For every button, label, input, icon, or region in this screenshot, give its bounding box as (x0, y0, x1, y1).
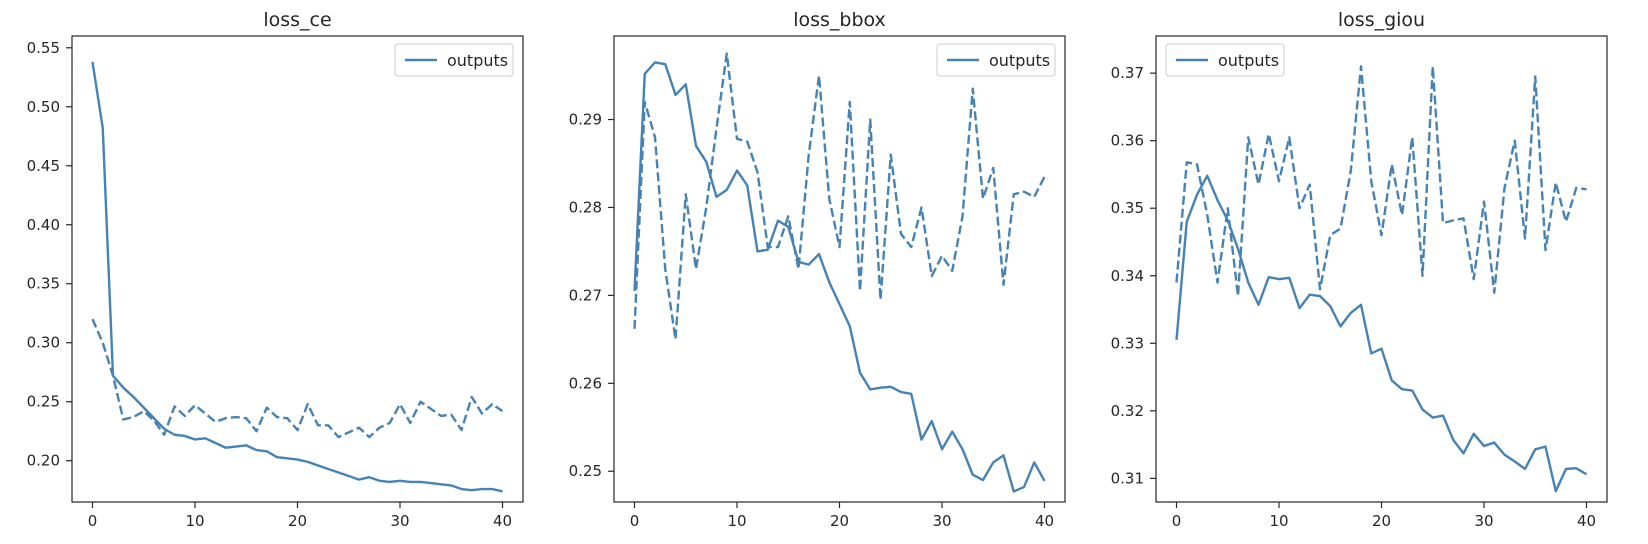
y-tick-label: 0.20 (27, 452, 60, 470)
legend-label: outputs (1218, 51, 1279, 70)
x-tick-label: 40 (493, 512, 512, 530)
series-line-outputs (91, 61, 503, 493)
legend: outputs (394, 43, 514, 77)
y-tick-label: 0.35 (27, 275, 60, 293)
x-tick-label: 0 (1172, 512, 1182, 530)
series-line-outputs (633, 61, 1046, 493)
chart-panel-1: loss_bbox 0 10 20 30 40 0.25 0.26 0.27 0.28 0.29 ou… (569, 9, 1066, 530)
x-tick-label: 30 (1474, 512, 1493, 530)
x-tick-label: 0 (630, 512, 640, 530)
y-tick-label: 0.36 (1111, 132, 1144, 150)
x-tick-label: 10 (185, 512, 204, 530)
x-tick-label: 30 (932, 512, 951, 530)
axes-frame (71, 35, 524, 503)
chart-title: loss_ce (263, 9, 331, 31)
y-tick-label: 0.50 (27, 98, 60, 116)
y-tick-label: 0.30 (27, 334, 60, 352)
legend-box (1165, 43, 1285, 77)
legend: outputs (1165, 43, 1285, 77)
x-tick-label: 40 (1035, 512, 1054, 530)
legend-label: outputs (447, 51, 508, 70)
x-tick-label: 0 (88, 512, 98, 530)
x-tick-label: 20 (830, 512, 849, 530)
series-line-dashed (1175, 65, 1587, 298)
series-line-dashed (633, 52, 1046, 341)
y-tick-label: 0.25 (569, 462, 602, 480)
y-tick-label: 0.55 (27, 39, 60, 57)
chart-panel-0: loss_ce 0 10 20 30 40 0.20 0.25 0.30 0.35 0.40 0.45… (27, 9, 524, 530)
chart-panel-2: loss_giou 0 10 20 30 40 0.31 0.32 0.33 0.34 0.35 0.… (1111, 9, 1608, 530)
y-tick-label: 0.32 (1111, 402, 1144, 420)
x-tick-label: 10 (1269, 512, 1288, 530)
x-tick-label: 40 (1577, 512, 1596, 530)
series-line-dashed (91, 318, 504, 439)
series-line-outputs (1175, 174, 1588, 493)
y-tick-label: 0.37 (1111, 64, 1144, 82)
axes-frame (1155, 35, 1608, 503)
y-tick-label: 0.40 (27, 216, 60, 234)
legend-box (394, 43, 514, 77)
y-tick-label: 0.27 (569, 286, 602, 304)
legend: outputs (936, 43, 1056, 77)
y-tick-label: 0.45 (27, 157, 60, 175)
y-tick-label: 0.34 (1111, 267, 1144, 285)
x-tick-label: 10 (727, 512, 746, 530)
y-tick-label: 0.25 (27, 393, 60, 411)
y-tick-label: 0.33 (1111, 334, 1144, 352)
chart-title: loss_bbox (793, 9, 886, 31)
y-tick-label: 0.35 (1111, 199, 1144, 217)
x-tick-label: 30 (390, 512, 409, 530)
x-tick-label: 20 (288, 512, 307, 530)
y-tick-label: 0.29 (569, 111, 602, 129)
y-tick-label: 0.31 (1111, 469, 1144, 487)
chart-title: loss_giou (1338, 9, 1425, 31)
y-tick-label: 0.28 (569, 198, 602, 216)
legend-box (936, 43, 1056, 77)
y-tick-label: 0.26 (569, 374, 602, 392)
x-tick-label: 20 (1372, 512, 1391, 530)
legend-label: outputs (989, 51, 1050, 70)
